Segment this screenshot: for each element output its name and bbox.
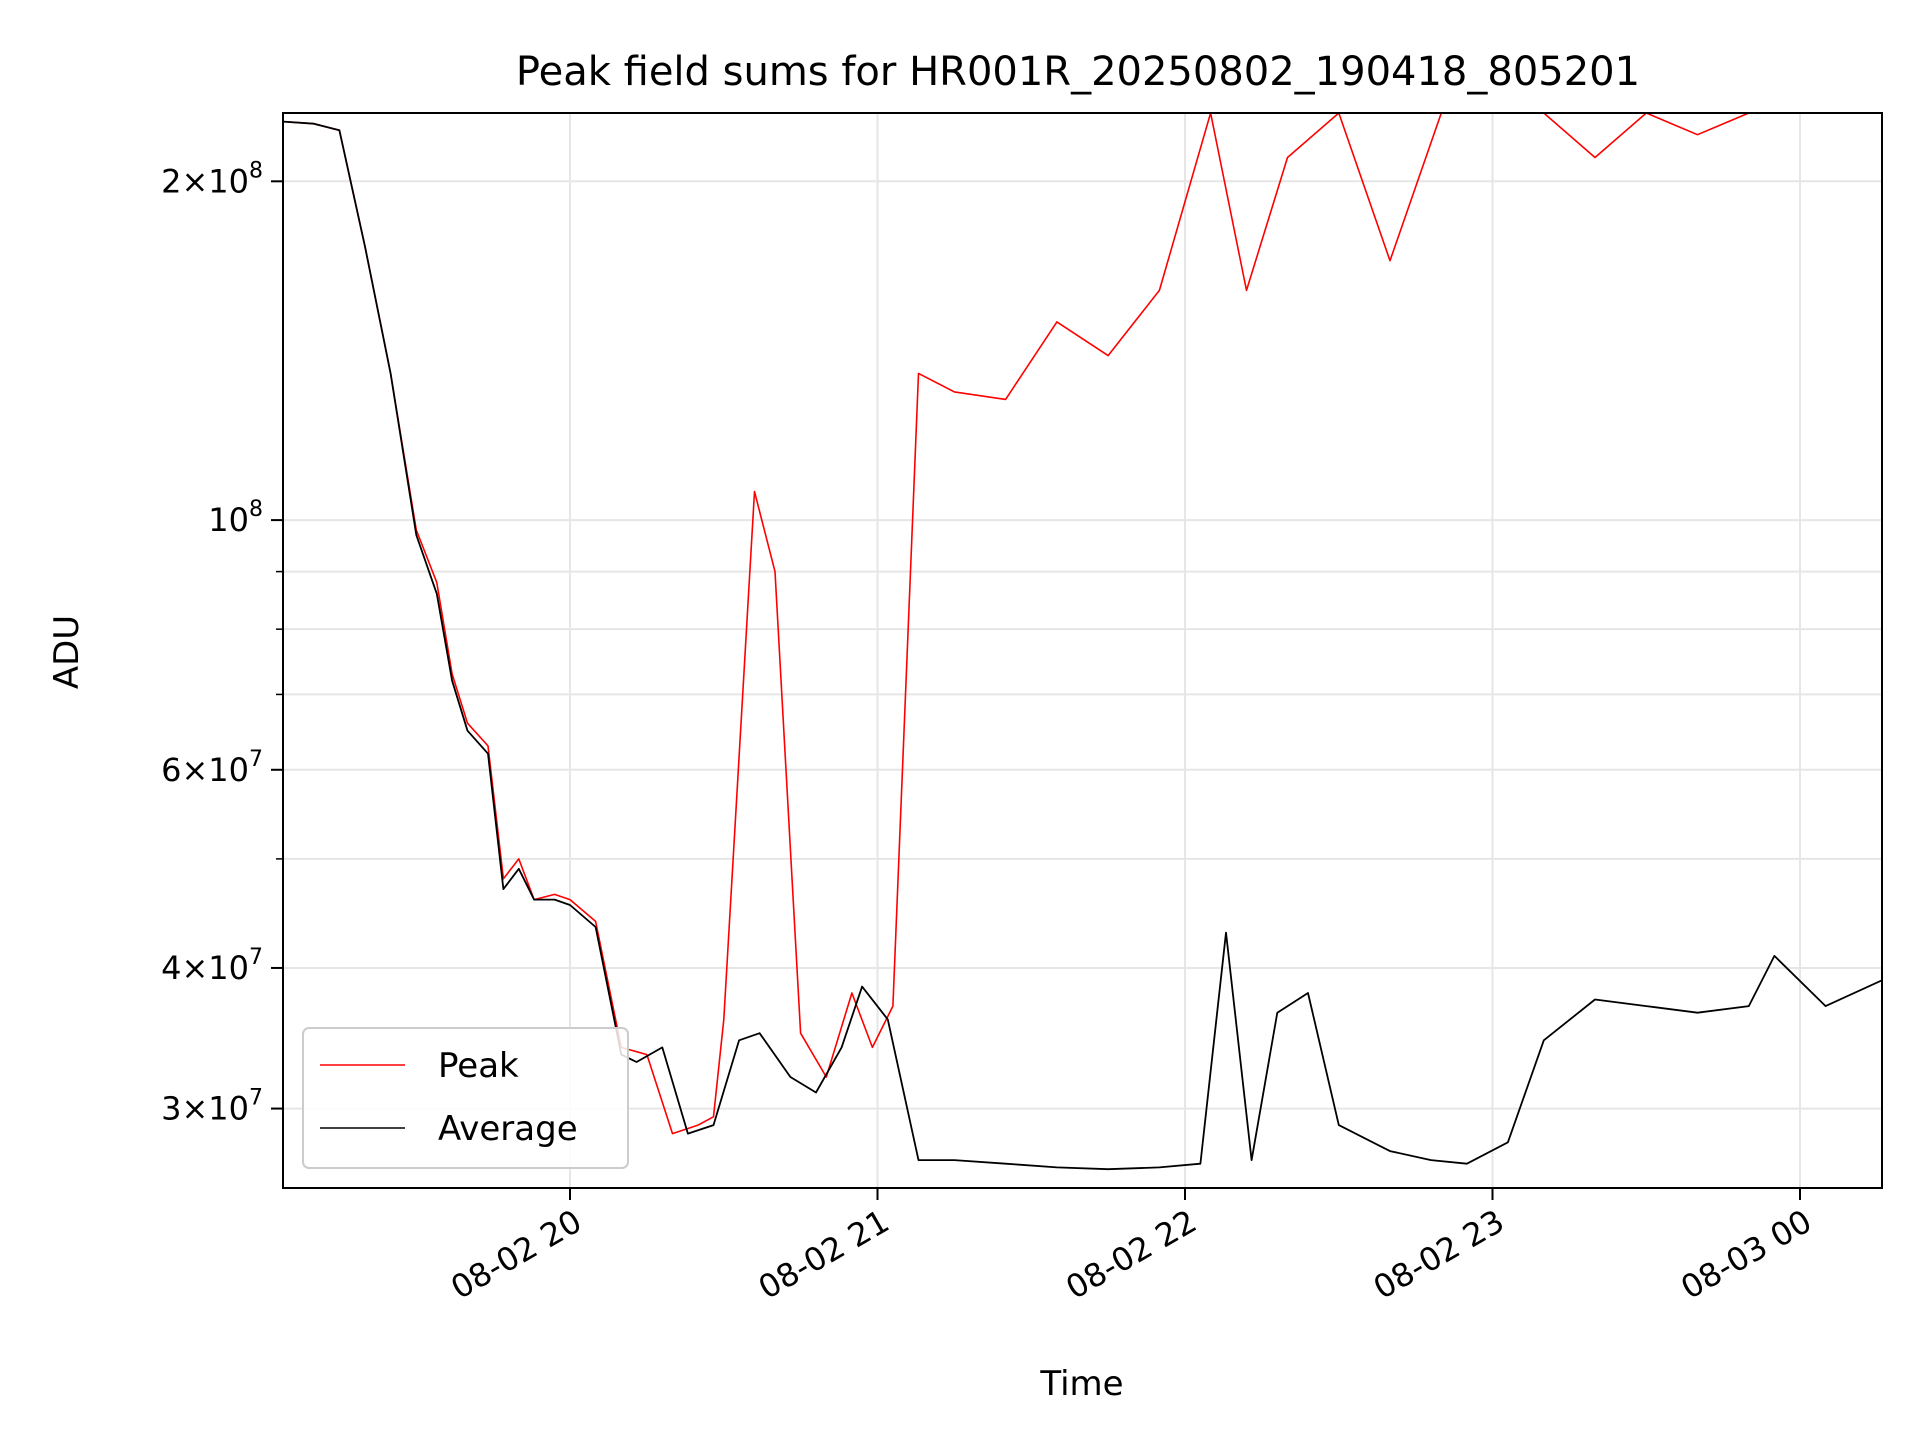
y-tick-label: 108: [208, 497, 263, 539]
series-line-peak: [283, 113, 1882, 1135]
series-layer: [283, 113, 1882, 1171]
plot-area-frame: [282, 112, 1883, 1189]
legend-label-average: Average: [438, 1109, 578, 1149]
legend-box: [302, 1027, 629, 1169]
chart-title: Peak field sums for HR001R_20250802_1904…: [516, 49, 1640, 95]
y-tick-label: 6×107: [161, 747, 263, 789]
y-tick-label: 3×107: [161, 1086, 263, 1128]
grid: [283, 113, 1882, 1188]
legend: Peak Average: [302, 1027, 629, 1169]
series-line-average: [283, 120, 1882, 1171]
y-tick-label: 2×108: [161, 158, 263, 200]
x-axis-label: Time: [1039, 1364, 1123, 1404]
legend-label-peak: Peak: [438, 1046, 519, 1086]
y-axis-ticks: 3×107 4×107 6×107 108 2×108: [161, 158, 283, 1128]
y-tick-label: 4×107: [161, 945, 263, 987]
y-axis-label: ADU: [47, 615, 87, 689]
